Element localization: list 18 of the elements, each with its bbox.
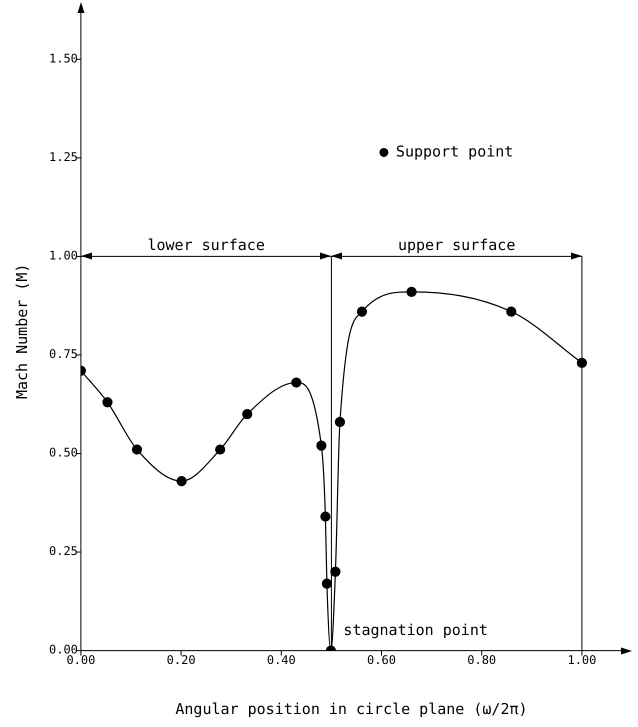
y-tick-label: 0.50 — [48, 446, 78, 460]
y-tick-label: 1.50 — [48, 51, 78, 66]
y-tick-label: 1.25 — [48, 150, 78, 164]
y-axis-title: Mach Number (M) — [12, 264, 31, 400]
x-tick-label: 0.20 — [166, 652, 196, 667]
annotation: upper surface — [398, 236, 516, 254]
x-tick-label: 0.40 — [266, 652, 296, 667]
y-tick-label: 0.25 — [48, 544, 78, 558]
legend-label: Support point — [396, 142, 514, 160]
annotation: stagnation point — [343, 620, 488, 639]
y-tick-label: 0.75 — [48, 347, 78, 362]
x-tick-label: 0.00 — [66, 652, 96, 667]
x-tick-label: 0.60 — [367, 652, 396, 667]
annotation: lower surface — [147, 236, 265, 254]
x-tick-label: 0.80 — [467, 652, 496, 667]
x-axis-title: Angular position in circle plane (ω/2π) — [175, 700, 528, 718]
x-tick-label: 1.00 — [567, 652, 596, 667]
y-tick-label: 1.00 — [48, 248, 78, 263]
